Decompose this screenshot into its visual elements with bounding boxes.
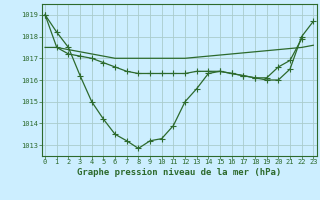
X-axis label: Graphe pression niveau de la mer (hPa): Graphe pression niveau de la mer (hPa) — [77, 168, 281, 177]
